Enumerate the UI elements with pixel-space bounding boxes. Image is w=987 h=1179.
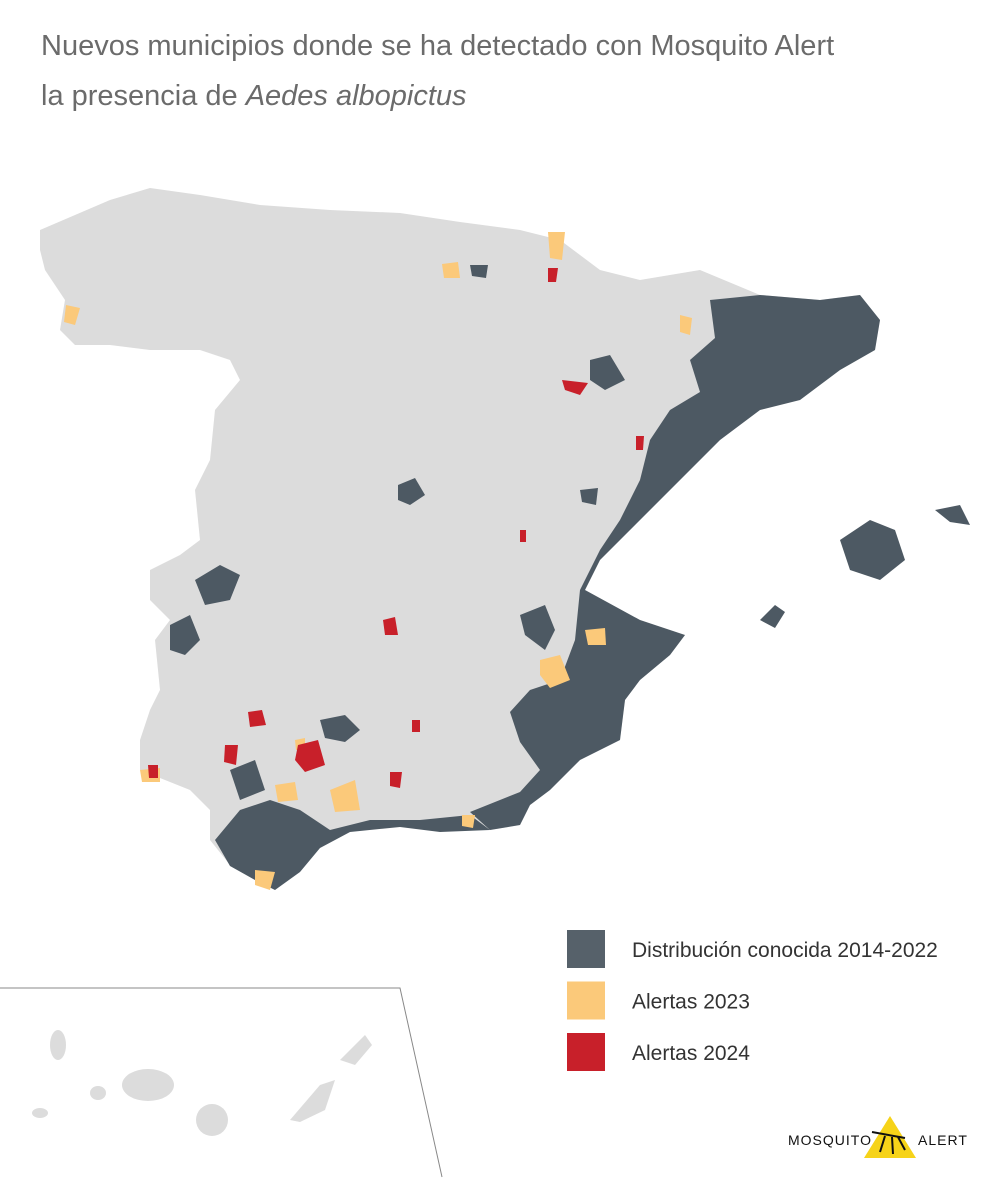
region (412, 720, 420, 732)
mainland (40, 188, 880, 890)
region (520, 605, 555, 650)
legend-swatch (567, 1033, 605, 1071)
legend-label: Alertas 2024 (632, 1042, 750, 1065)
region (255, 870, 275, 890)
region (64, 305, 80, 325)
alerts-2024 (148, 268, 644, 788)
legend-swatch (567, 981, 605, 1020)
region (580, 488, 598, 505)
region (398, 478, 425, 505)
region (840, 520, 905, 580)
title-text: la presencia de (41, 80, 238, 112)
region (680, 315, 692, 335)
inset-frame (0, 987, 443, 1178)
region (470, 265, 488, 278)
region (442, 262, 460, 278)
species-name: Aedes albopictus (245, 80, 467, 112)
region (520, 530, 526, 542)
logo-text: ALERT (918, 1132, 968, 1148)
legend-label: Distribución conocida 2014-2022 (632, 939, 938, 962)
region (230, 760, 265, 800)
region (295, 740, 325, 772)
region (548, 232, 565, 260)
region (320, 715, 360, 742)
region (195, 565, 240, 605)
region (585, 628, 606, 645)
region (330, 780, 360, 812)
region (935, 505, 970, 525)
logo-text: MOSQUITO (788, 1132, 872, 1148)
region (562, 380, 588, 395)
alerts-2023 (64, 232, 692, 890)
region (390, 772, 402, 788)
legend-label: Alertas 2023 (632, 991, 750, 1014)
island (340, 1035, 372, 1065)
region (470, 295, 880, 830)
canary-islands (32, 1030, 372, 1136)
region (275, 782, 298, 802)
region (215, 800, 490, 890)
region (760, 605, 785, 628)
island (90, 1086, 106, 1100)
title-line: Nuevos municipios donde se ha detectado … (41, 30, 835, 62)
title-line: la presencia de Aedes albopictus (41, 80, 467, 113)
island (196, 1104, 228, 1136)
known-distribution (170, 265, 970, 890)
legend-swatch (567, 930, 605, 968)
island (290, 1080, 335, 1122)
region (548, 268, 558, 282)
legend: Distribución conocida 2014-2022 Alertas 2… (567, 930, 938, 1071)
region (383, 617, 398, 635)
region (224, 745, 238, 765)
region (148, 765, 158, 778)
logo-mosquito (871, 1131, 906, 1155)
island (32, 1108, 48, 1118)
region (636, 436, 644, 450)
island (50, 1030, 66, 1060)
region (590, 355, 625, 390)
region (248, 710, 266, 727)
region (170, 615, 200, 655)
region (462, 815, 475, 828)
island (122, 1069, 174, 1101)
region (540, 655, 570, 688)
